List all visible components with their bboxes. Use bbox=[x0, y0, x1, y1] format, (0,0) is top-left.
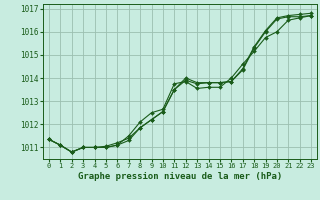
X-axis label: Graphe pression niveau de la mer (hPa): Graphe pression niveau de la mer (hPa) bbox=[78, 172, 282, 181]
